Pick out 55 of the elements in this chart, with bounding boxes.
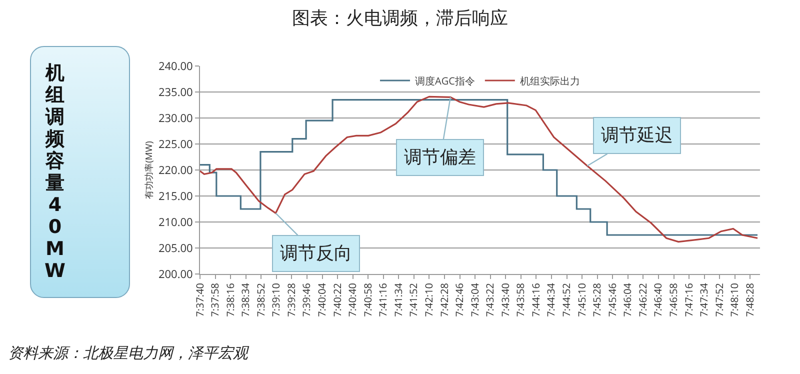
- x-tick-label: 7:43:22: [482, 282, 497, 317]
- y-tick-label: 235.00: [158, 84, 193, 100]
- y-tick-label: 230.00: [158, 110, 193, 126]
- legend-label: 机组实际出力: [520, 73, 580, 88]
- x-tick-label: 7:40:04: [314, 282, 329, 317]
- y-tick-label: 215.00: [158, 188, 193, 204]
- x-tick-label: 7:41:34: [390, 282, 405, 317]
- x-tick-label: 7:48:10: [727, 282, 742, 317]
- y-axis-title: 有功功率(MW): [142, 140, 155, 199]
- x-tick-label: 7:44:16: [528, 282, 542, 317]
- x-tick-label: 7:38:52: [253, 282, 268, 317]
- x-tick-label: 7:46:40: [650, 282, 665, 317]
- x-tick-label: 7:40:58: [360, 282, 374, 317]
- x-tick-label: 7:46:22: [635, 282, 650, 317]
- x-tick-label: 7:41:16: [376, 282, 390, 317]
- text: 资料来源：北极星电力网，泽平宏观: [8, 344, 248, 363]
- y-tick-label: 210.00: [158, 214, 193, 230]
- x-tick-label: 7:45:28: [590, 282, 604, 317]
- chart-title: 图表：火电调频，滞后响应: [292, 8, 508, 29]
- y-tick-label: 225.00: [158, 136, 193, 152]
- annotation: 调节延迟: [601, 125, 673, 146]
- x-tick-label: 7:43:58: [513, 282, 528, 317]
- x-tick-label: 7:39:28: [284, 282, 298, 317]
- y-tick-label: 200.00: [158, 266, 193, 282]
- x-tick-label: 7:43:04: [467, 282, 482, 317]
- y-tick-label: 240.00: [158, 58, 193, 74]
- annotation: 调节反向: [280, 243, 352, 264]
- y-tick-label: 205.00: [158, 240, 193, 256]
- x-tick-label: 7:48:28: [742, 282, 756, 317]
- x-tick-label: 7:39:46: [299, 282, 314, 317]
- x-tick-label: 7:44:52: [559, 282, 574, 317]
- x-tick-label: 7:42:10: [421, 282, 436, 317]
- text: 机组调频容量 40MW: [44, 62, 66, 282]
- x-tick-label: 7:42:46: [452, 282, 466, 317]
- x-tick-label: 7:42:28: [436, 282, 451, 317]
- x-tick-label: 7:44:34: [544, 282, 558, 317]
- x-tick-label: 7:37:40: [192, 282, 206, 317]
- x-tick-label: 7:46:04: [620, 282, 634, 317]
- x-tick-label: 7:47:16: [681, 282, 696, 317]
- x-tick-label: 7:38:16: [222, 282, 237, 317]
- x-tick-label: 7:39:10: [268, 282, 283, 317]
- x-tick-label: 7:43:40: [498, 282, 512, 317]
- x-tick-label: 7:46:58: [666, 282, 680, 317]
- y-tick-label: 220.00: [158, 162, 193, 178]
- x-tick-label: 7:40:40: [345, 282, 360, 317]
- x-tick-label: 7:41:52: [406, 282, 420, 317]
- x-tick-label: 7:38:34: [238, 282, 252, 317]
- x-tick-label: 7:37:58: [208, 282, 222, 317]
- annotation: 调节偏差: [404, 147, 476, 168]
- x-tick-label: 7:45:46: [604, 282, 619, 317]
- x-tick-label: 7:45:10: [574, 282, 588, 317]
- x-tick-label: 7:47:34: [696, 282, 711, 317]
- legend-label: 调度AGC指令: [415, 73, 475, 88]
- x-tick-label: 7:40:22: [330, 282, 344, 317]
- x-tick-label: 7:47:52: [712, 282, 726, 317]
